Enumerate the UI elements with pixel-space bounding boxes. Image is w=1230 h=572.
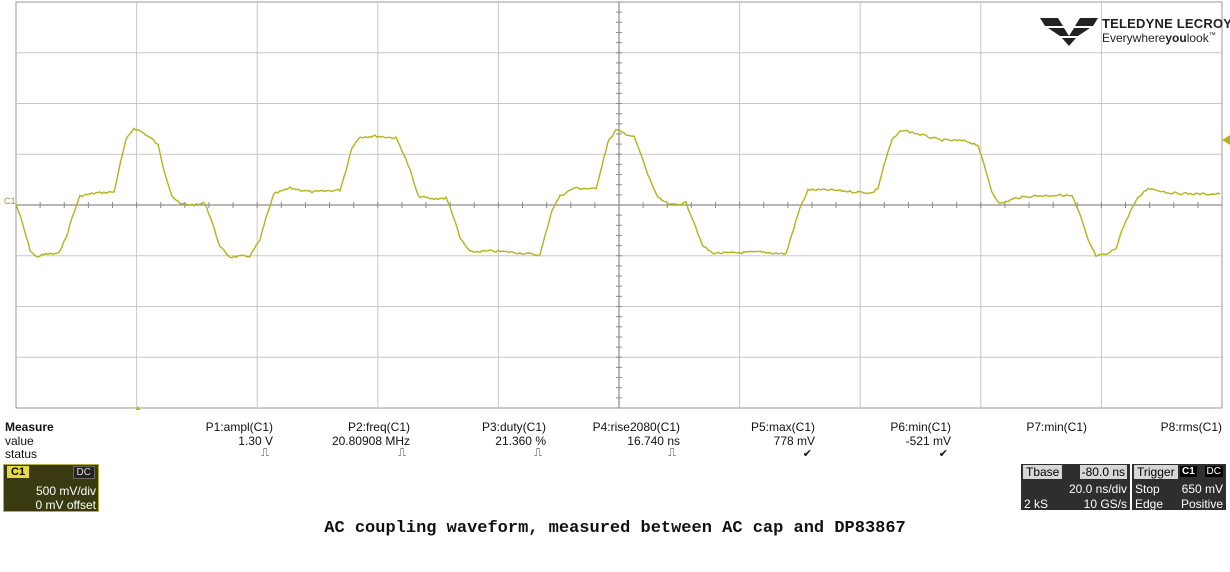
graticule [15, 1, 1223, 409]
param-p1-value: 1.30 V [238, 434, 273, 448]
param-p1-name[interactable]: P1:ampl(C1) [205, 420, 273, 434]
check-icon: ✔ [938, 448, 948, 460]
measure-status-row-label: status [5, 447, 38, 461]
check-icon: ✔ [802, 448, 812, 460]
c1-waveform-trace [15, 127, 1221, 259]
channel-coupling: DC [72, 466, 95, 479]
brand-tagline: Everywhereyoulook™ [1102, 31, 1216, 45]
measure-table: Measure value status P1:ampl(C1) 1.30 V … [0, 418, 1230, 464]
measure-title: Measure [5, 420, 54, 434]
channel-marker-label: C1 [4, 196, 16, 206]
param-p3-value: 21.360 % [495, 434, 546, 448]
measure-value-row-label: value [5, 434, 34, 448]
waveform-grid: C1 [4, 1, 1230, 414]
param-p5-name[interactable]: P5:max(C1) [750, 420, 815, 434]
timebase-tdiv: 20.0 ns/div [1068, 482, 1127, 496]
param-p7-name[interactable]: P7:min(C1) [1026, 420, 1087, 434]
param-p4-name[interactable]: P4:rise2080(C1) [592, 420, 680, 434]
trigger-level-marker[interactable] [1222, 135, 1230, 145]
pulse-status-icon: ⎍ [668, 447, 676, 459]
waveform-display: C1 TELEDYNE LECROY Everywhereyoulook™ [4, 1, 1230, 414]
trigger-descriptor[interactable]: Trigger C1 DC Stop 650 mV Edge Positive [1132, 464, 1226, 511]
teledyne-lecroy-logo: TELEDYNE LECROY Everywhereyoulook™ [1040, 14, 1230, 48]
trigger-level: 650 mV [1181, 482, 1223, 496]
param-p2-name[interactable]: P2:freq(C1) [347, 420, 410, 434]
param-p4-value: 16.740 ns [627, 434, 680, 448]
trigger-type: Edge [1135, 497, 1164, 511]
timebase-label: Tbase [1023, 465, 1063, 479]
timebase-descriptor[interactable]: Tbase -80.0 ns 20.0 ns/div 2 kS 10 GS/s [1021, 464, 1130, 511]
param-p8-name[interactable]: P8:rms(C1) [1160, 420, 1222, 434]
timebase-delay: -80.0 ns [1079, 465, 1127, 479]
pulse-status-icon: ⎍ [398, 447, 406, 459]
trigger-source: C1 [1180, 466, 1197, 477]
channel-c1-descriptor[interactable]: C1 DC 500 mV/div 0 mV offset [3, 464, 99, 512]
trigger-coupling: DC [1204, 466, 1223, 477]
timebase-samples: 2 kS [1024, 497, 1049, 511]
lecroy-emblem-icon [1040, 18, 1098, 46]
param-p5-value: 778 mV [773, 434, 815, 448]
param-p6-value: -521 mV [905, 434, 951, 448]
timebase-rate: 10 GS/s [1083, 497, 1127, 511]
figure-caption: AC coupling waveform, measured between A… [324, 519, 906, 538]
channel-vdiv: 500 mV/div [35, 484, 96, 498]
param-p3-name[interactable]: P3:duty(C1) [481, 420, 546, 434]
channel-offset: 0 mV offset [35, 498, 96, 512]
brand-name: TELEDYNE LECROY [1102, 16, 1230, 31]
param-p6-name[interactable]: P6:min(C1) [890, 420, 951, 434]
channel-label: C1 [7, 466, 30, 478]
param-p2-value: 20.80908 MHz [331, 434, 410, 448]
trigger-mode: Stop [1135, 482, 1160, 496]
trigger-slope: Positive [1180, 497, 1223, 511]
trigger-label: Trigger [1134, 465, 1178, 479]
pulse-status-icon: ⎍ [261, 447, 269, 459]
pulse-status-icon: ⎍ [534, 447, 542, 459]
